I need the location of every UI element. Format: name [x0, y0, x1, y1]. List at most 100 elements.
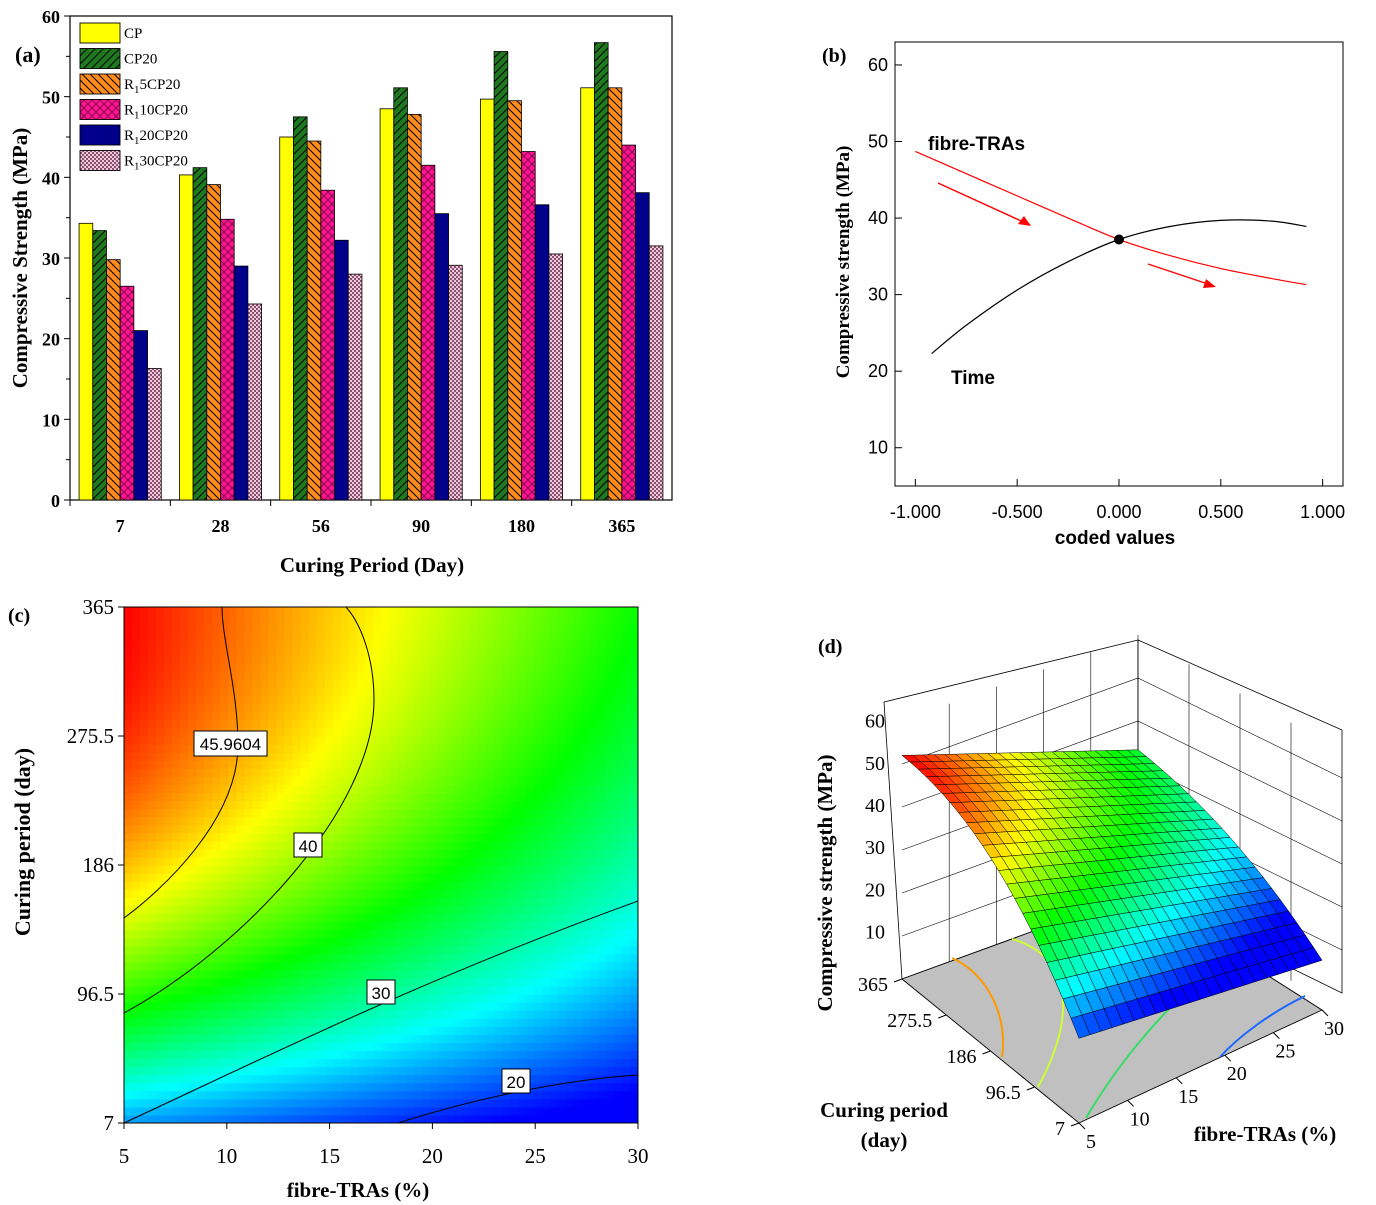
y-axis-label: Compressive Strength (MPa)	[8, 128, 32, 389]
z-tick-label: 40	[865, 795, 885, 817]
x-tick-label: 15	[319, 1144, 340, 1168]
bar-CP20-28	[192, 167, 208, 501]
bars	[78, 42, 664, 501]
x-tick-label: -1.000	[890, 502, 941, 522]
x-tick-label: 7	[116, 516, 125, 536]
legend-label: R110CP20	[124, 103, 188, 122]
x-tick-label: 1.000	[1300, 502, 1345, 522]
bar-CP20-180	[493, 51, 509, 501]
bar-CP20-365	[594, 42, 609, 501]
bar-R-1-20CP20-90	[434, 213, 449, 501]
x-tick-label: 15	[1178, 1086, 1198, 1108]
z-tick-label: 30	[865, 837, 885, 859]
z-axis-ticks: 10 20 30 40 50 60	[865, 711, 885, 944]
y-tick-label: 30	[868, 285, 888, 305]
fibre-arrowhead-1	[1018, 216, 1031, 226]
bar-R-1-20CP20-365	[635, 192, 650, 501]
x-tick-label: 30	[1324, 1018, 1344, 1040]
x-tick-label: -0.500	[992, 502, 1043, 522]
bar-R-1-30CP20-56	[347, 273, 363, 501]
x-tick-label: 28	[212, 516, 230, 536]
panel-c-contour-plot: 45.9604 40 30 20 7 96.5 186 275.5 365 5 10 15 2…	[8, 595, 649, 1202]
y-axis-ticks: 365 275.5 186 96.5 7	[858, 974, 1080, 1140]
bar-R-1-20CP20-180	[534, 204, 550, 501]
x-axis-ticks: 5 10 15 20 25 30	[119, 1123, 649, 1168]
y-axis-ticks: 10 20 30 40 50 60	[868, 55, 902, 458]
bar-R-1-10CP20-56	[320, 189, 335, 501]
bar-CP-56	[279, 136, 294, 501]
bar-R-1-30CP20-180	[548, 253, 564, 501]
x-tick-label: 5	[119, 1144, 130, 1168]
bar-CP-365	[580, 87, 595, 501]
x-tick	[1175, 1077, 1183, 1085]
y-tick	[938, 1014, 947, 1019]
bar-R-1-10CP20-90	[420, 164, 436, 501]
svg-text:40: 40	[299, 837, 318, 856]
bar-R-1-20CP20-7	[133, 330, 148, 501]
legend-swatch	[79, 73, 121, 95]
x-tick-label: 25	[1275, 1041, 1295, 1063]
bar-R-1-5CP20-28	[206, 184, 221, 501]
bar-R-1-10CP20-180	[521, 151, 536, 501]
z-tick-label: 50	[865, 753, 885, 775]
fibre-arrow-1	[937, 182, 1031, 226]
contour-line-30	[124, 900, 638, 1123]
bar-R-1-5CP20-56	[306, 140, 322, 501]
x-axis-label: fibre-TRAs (%)	[287, 1178, 430, 1202]
z-tick-label: 60	[865, 711, 885, 733]
contour-fill	[124, 607, 638, 1123]
x-tick	[1078, 1122, 1086, 1130]
y-tick-label: 7	[1055, 1118, 1065, 1140]
contour-label-45: 45.9604	[193, 730, 268, 757]
y-tick	[1026, 1086, 1035, 1091]
legend-swatch	[79, 150, 121, 171]
floor-contour-orange	[951, 957, 1005, 1058]
contour-line-45.96	[124, 607, 239, 919]
bar-R-1-5CP20-90	[407, 114, 422, 501]
legend-label: R15CP20	[124, 77, 180, 96]
fibre-arrow-2	[1147, 263, 1215, 287]
legend-label: CP20	[124, 52, 157, 68]
y-tick-label: 186	[947, 1046, 977, 1068]
legend-swatch	[79, 22, 121, 44]
bar-R-1-5CP20-365	[607, 87, 623, 501]
floor-contour-blue	[1219, 995, 1306, 1058]
x-axis-label: Curing Period (Day)	[280, 553, 464, 577]
panel-label-d: (d)	[818, 636, 842, 658]
bar-R-1-10CP20-28	[220, 218, 235, 501]
bar-R-1-30CP20-28	[247, 303, 262, 501]
legend: CP CP20 R15CP20 R110CP20 R120CP20 R130CP20	[79, 22, 188, 173]
y-tick-label: 20	[42, 330, 60, 350]
y-tick-label: 50	[42, 88, 60, 108]
panel-b-line-chart: 10 20 30 40 50 60 -1.000 -0.500 0.000 0.500 1.000…	[822, 41, 1345, 549]
x-tick-label: 20	[1227, 1063, 1247, 1085]
y-tick-label: 30	[42, 249, 60, 269]
x-tick-label: 5	[1086, 1131, 1096, 1153]
z-axis-label: Compressive strength (MPa)	[813, 754, 837, 1011]
bar-CP20-90	[393, 87, 408, 501]
y-axis-ticks: 7 96.5 186 275.5 365	[67, 595, 124, 1135]
x-tick-label: 25	[525, 1144, 546, 1168]
x-tick-label: 10	[216, 1144, 237, 1168]
x-tick-label: 365	[608, 516, 635, 536]
y-tick	[893, 978, 903, 983]
response-surface	[901, 749, 1323, 1039]
bar-CP20-56	[293, 116, 308, 501]
panel-label-b: (b)	[822, 45, 846, 67]
y-tick-label: 60	[868, 55, 888, 75]
y-axis-label: Curing period (day)	[10, 748, 35, 936]
x-tick-label: 0.000	[1096, 502, 1141, 522]
z-tick-label: 20	[865, 879, 885, 901]
fibre-arrowhead-2	[1203, 279, 1216, 288]
bar-R-1-5CP20-7	[106, 259, 121, 501]
panel-label-a: (a)	[15, 42, 41, 67]
y-axis-ticks: 0 10 20 30 40 50 60	[42, 7, 70, 511]
y-axis-label-line1: Curing period	[820, 1098, 948, 1122]
y-tick-label: 40	[868, 208, 888, 228]
bar-CP-180	[479, 98, 495, 501]
series-label-fibre: fibre-TRAs	[928, 134, 1025, 155]
legend-label: CP	[124, 26, 142, 42]
x-tick	[1273, 1032, 1280, 1039]
x-axis-ticks: 7 28 56 90 180 365	[69, 500, 635, 536]
x-axis-ticks: -1.000 -0.500 0.000 0.500 1.000	[890, 479, 1345, 522]
